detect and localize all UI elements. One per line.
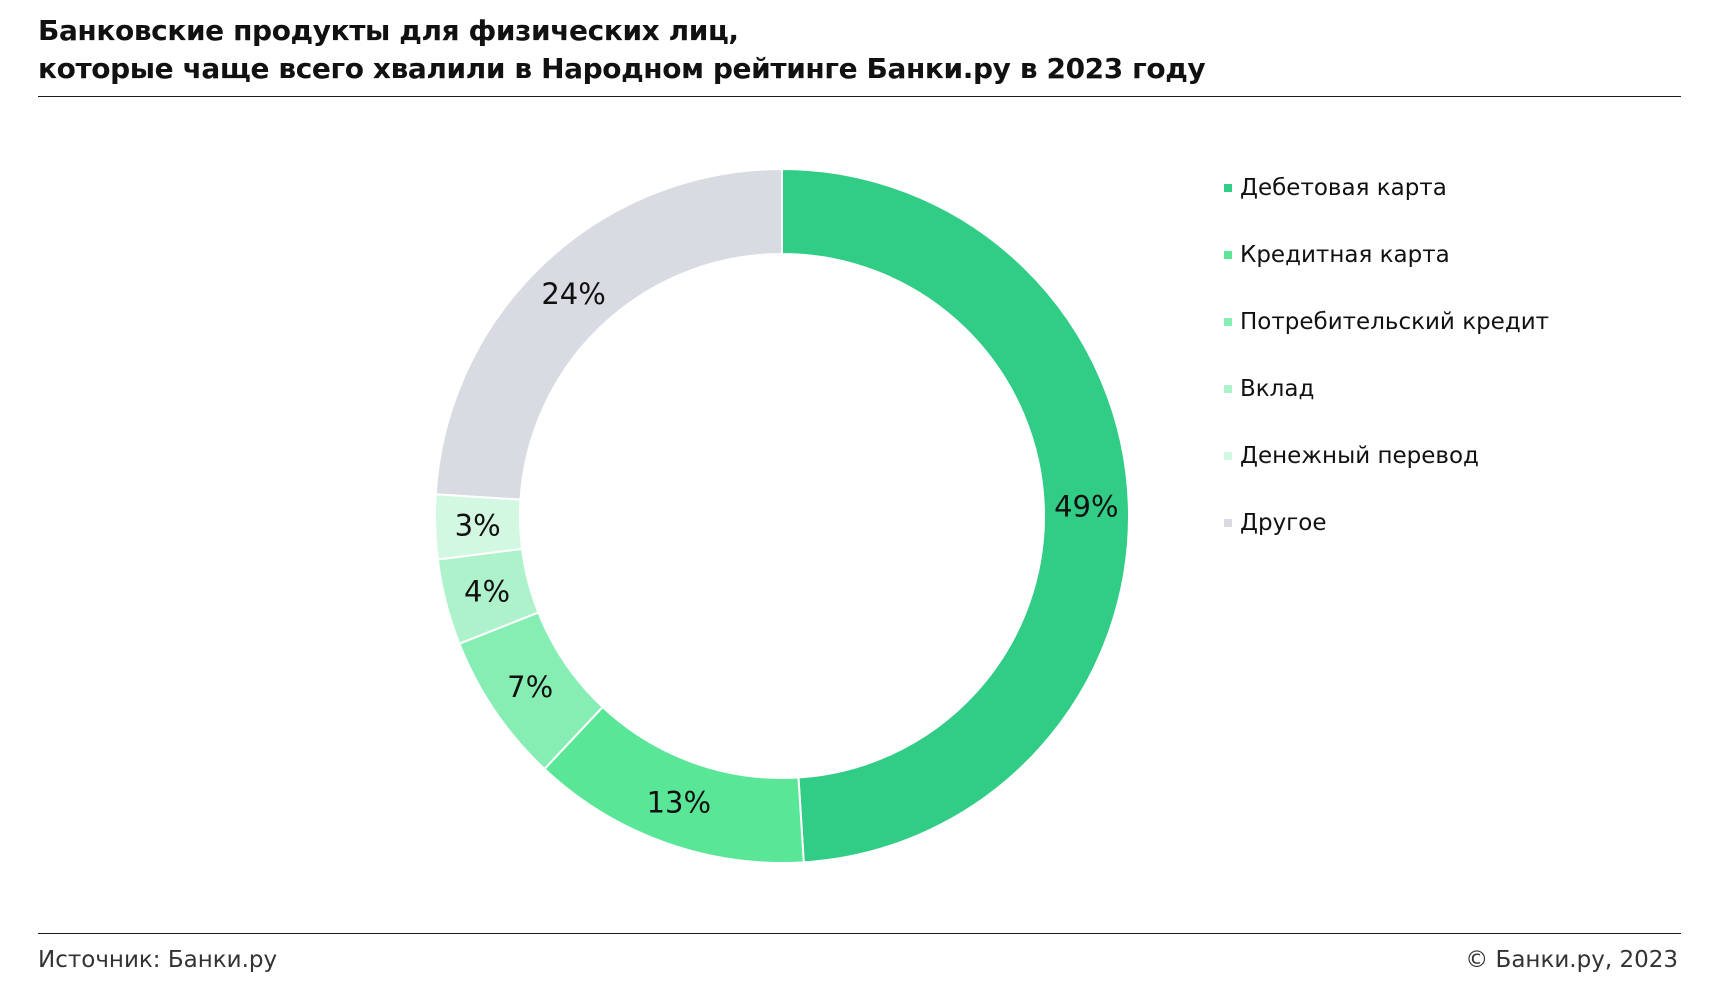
legend-label-1: Дебетовая карта <box>1240 175 1447 201</box>
legend-label-4: Вклад <box>1240 376 1315 402</box>
copyright-note: © Банки.ру, 2023 <box>1465 947 1678 973</box>
legend-item-6: Другое <box>1224 507 1549 574</box>
donut-slice-6 <box>434 167 783 501</box>
legend-swatch-2 <box>1224 251 1232 259</box>
slice-value-label-5: 3% <box>455 509 501 543</box>
legend-swatch-3 <box>1224 318 1232 326</box>
legend-item-3: Потребительский кредит <box>1224 306 1549 373</box>
legend-item-5: Денежный перевод <box>1224 440 1549 507</box>
chart-title-line-2: которые чаще всего хвалили в Народном ре… <box>38 52 1206 85</box>
legend-item-2: Кредитная карта <box>1224 239 1549 306</box>
legend-label-6: Другое <box>1240 510 1327 536</box>
legend-item-1: Дебетовая карта <box>1224 172 1549 239</box>
top-divider <box>38 96 1681 97</box>
bottom-divider <box>38 933 1681 934</box>
legend-label-5: Денежный перевод <box>1240 443 1479 469</box>
legend-swatch-1 <box>1224 184 1232 192</box>
legend-label-3: Потребительский кредит <box>1240 309 1550 335</box>
legend-swatch-5 <box>1224 452 1232 460</box>
legend-label-2: Кредитная карта <box>1240 242 1450 268</box>
slice-value-label-6: 24% <box>541 277 605 311</box>
slice-value-label-3: 7% <box>507 670 553 704</box>
slice-value-label-2: 13% <box>647 785 711 819</box>
legend-swatch-4 <box>1224 385 1232 393</box>
donut-slice-1 <box>781 167 1130 864</box>
chart-title-line-1: Банковские продукты для физических лиц, <box>38 14 739 47</box>
slice-value-label-1: 49% <box>1054 489 1118 523</box>
slice-value-label-4: 4% <box>464 575 510 609</box>
source-note: Источник: Банки.ру <box>38 947 278 973</box>
legend-item-4: Вклад <box>1224 373 1549 440</box>
legend-swatch-6 <box>1224 519 1232 527</box>
chart-legend: Дебетовая карта Кредитная карта Потребител… <box>1224 172 1549 574</box>
chart-title: Банковские продукты для физических лиц, … <box>38 12 1678 88</box>
